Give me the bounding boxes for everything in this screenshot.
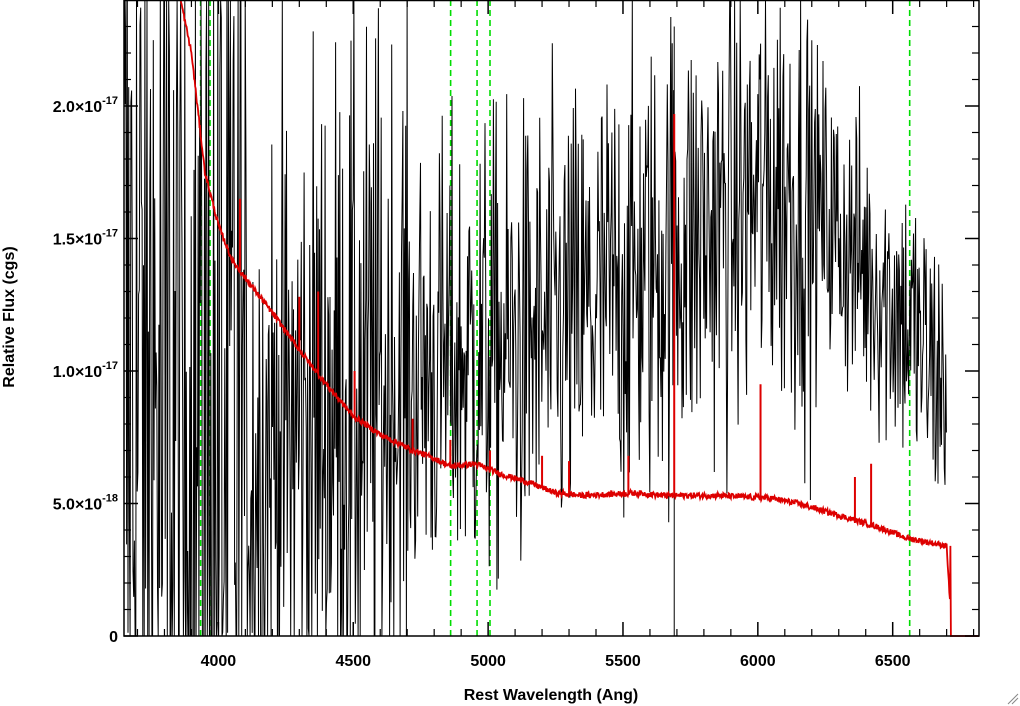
resize-grip-icon[interactable] (1007, 693, 1019, 705)
y-tick-label: 0 (109, 629, 118, 646)
y-tick-label: 1.0×10-17 (53, 360, 118, 381)
y-tick-label: 5.0×10-18 (53, 493, 118, 514)
y-tick-label: 1.5×10-17 (53, 228, 118, 249)
x-tick-label: 5500 (605, 653, 641, 670)
x-tick-label: 4000 (201, 653, 237, 670)
y-tick-label: 2.0×10-17 (53, 95, 118, 116)
x-tick-label: 4500 (335, 653, 371, 670)
x-tick-label: 6500 (875, 653, 911, 670)
x-tick-label: 6000 (740, 653, 776, 670)
series-model (177, 0, 979, 637)
y-axis-title: Relative Flux (cgs) (1, 246, 18, 387)
x-axis-title: Rest Wavelength (Ang) (464, 687, 639, 704)
x-axis-ticks: 4000 4500 5000 5500 6000 6500 (136, 0, 975, 670)
model-spectrum-line (177, 0, 979, 637)
y-axis-ticks: 0 5.0×10-18 1.0×10-17 1.5×10-17 2.0×10-17 (53, 25, 979, 646)
x-tick-label: 5000 (470, 653, 506, 670)
